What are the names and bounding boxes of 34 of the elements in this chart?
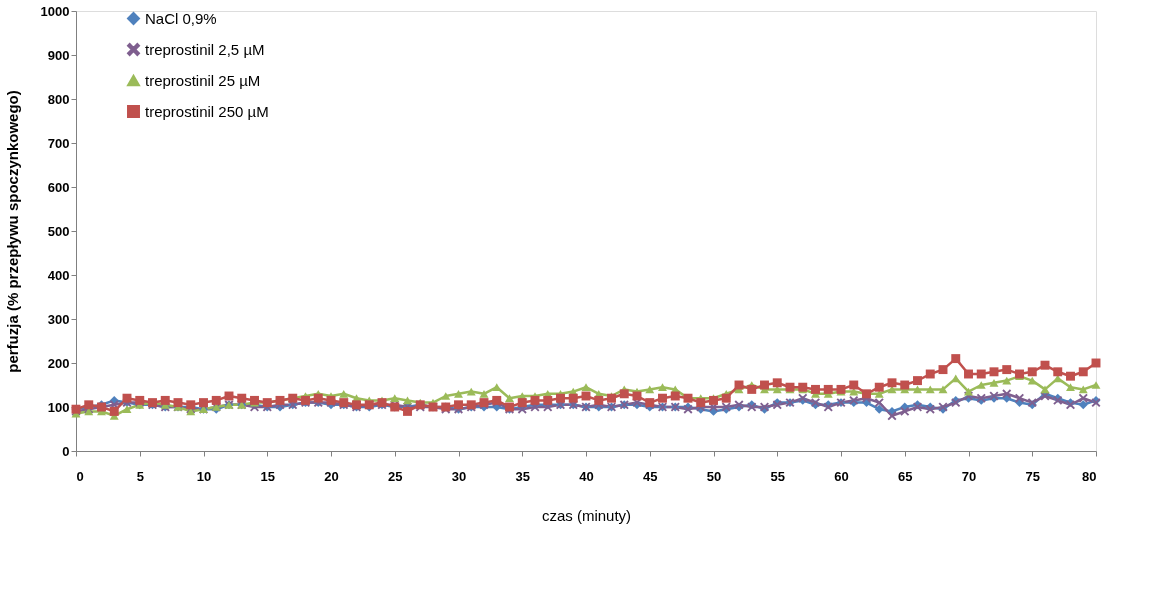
x-tick-label: 80 <box>1082 468 1097 484</box>
legend-label: treprostinil 25 µM <box>145 71 261 89</box>
y-tick-label: 400 <box>47 267 70 283</box>
x-tick-label: 10 <box>196 468 212 484</box>
x-tick-label: 50 <box>706 468 722 484</box>
x-tick-label: 35 <box>515 468 530 484</box>
y-tick-label: 600 <box>47 179 70 195</box>
y-tick-label: 0 <box>62 443 70 459</box>
x-tick-label: 30 <box>451 468 467 484</box>
x-tick-label: 70 <box>961 468 977 484</box>
y-tick-label: 300 <box>47 311 70 327</box>
x-axis-title: czas (minuty) <box>541 506 632 524</box>
x-tick-label: 5 <box>136 468 144 484</box>
y-tick-label: 100 <box>47 399 70 415</box>
x-tick-label: 15 <box>260 468 275 484</box>
y-tick-label: 500 <box>47 223 70 239</box>
x-tick-label: 75 <box>1025 468 1040 484</box>
legend-label: NaCl 0,9% <box>145 9 217 27</box>
x-tick-label: 45 <box>643 468 658 484</box>
legend-label: treprostinil 250 µM <box>145 102 269 120</box>
y-tick-label: 800 <box>47 91 70 107</box>
y-tick-label: 900 <box>47 47 70 63</box>
y-axis-title: perfuzja (% przepływu spoczynkowego) <box>3 90 21 373</box>
x-tick-label: 0 <box>76 468 84 484</box>
legend-label: treprostinil 2,5 µM <box>145 40 265 58</box>
y-tick-label: 700 <box>47 135 70 151</box>
y-tick-label: 1000 <box>40 3 70 19</box>
x-tick-label: 55 <box>770 468 785 484</box>
x-tick-label: 60 <box>834 468 849 484</box>
x-tick-label: 25 <box>388 468 403 484</box>
x-tick-label: 40 <box>579 468 594 484</box>
x-tick-label: 65 <box>898 468 913 484</box>
x-tick-label: 20 <box>324 468 339 484</box>
y-tick-label: 200 <box>47 355 70 371</box>
